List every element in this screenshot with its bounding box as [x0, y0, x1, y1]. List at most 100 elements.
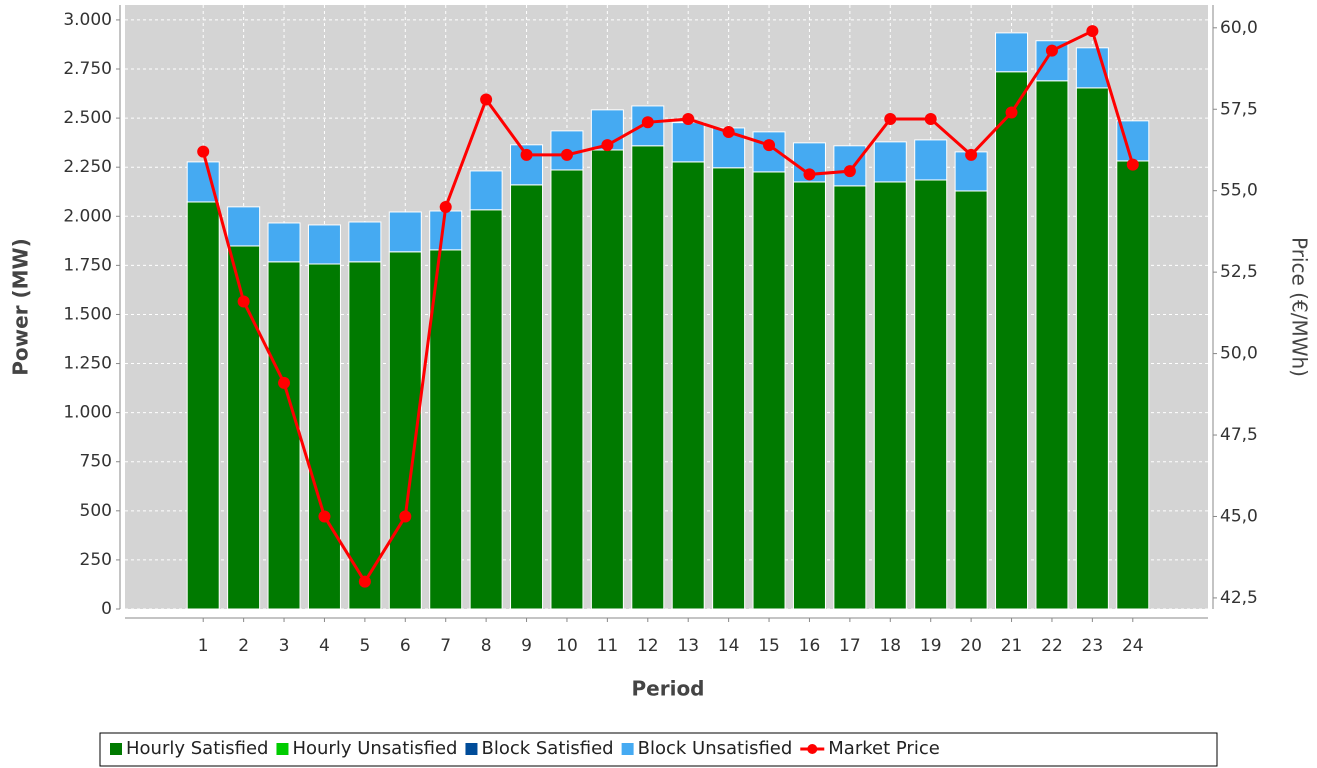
bar-segment	[1116, 160, 1150, 610]
price-marker	[641, 116, 654, 129]
bar-segment	[429, 249, 463, 610]
bar-segment	[914, 179, 948, 610]
legend-label: Market Price	[828, 738, 940, 759]
bar-segment	[307, 224, 341, 265]
y-tick-label: 250	[80, 550, 112, 570]
bar-segment	[307, 263, 341, 610]
legend-marker	[807, 744, 818, 754]
x-tick-label: 2	[238, 636, 249, 656]
x-tick-label: 4	[319, 636, 330, 656]
x-tick-label: 8	[481, 636, 492, 656]
bar-segment	[1116, 120, 1150, 162]
x-tick-label: 11	[597, 636, 619, 656]
legend-swatch	[276, 743, 289, 755]
y2-tick-label: 60,0	[1220, 18, 1258, 38]
bar-segment	[1075, 87, 1109, 610]
y-tick-label: 2.250	[63, 157, 112, 177]
x-tick-label: 6	[400, 636, 411, 656]
price-marker	[1086, 25, 1099, 38]
legend-box	[99, 732, 1218, 767]
bar-segment	[995, 71, 1029, 610]
x-tick-label: 3	[279, 636, 290, 656]
y2-axis-title: Price (€/MWh)	[1288, 237, 1312, 377]
bar-segment	[388, 211, 422, 253]
x-tick-label: 16	[799, 636, 821, 656]
y-tick-label: 750	[80, 452, 112, 472]
x-tick-label: 21	[1001, 636, 1023, 656]
x-tick-label: 17	[839, 636, 861, 656]
y-tick-label: 1.250	[63, 354, 112, 374]
price-marker	[318, 510, 331, 523]
x-tick-label: 7	[440, 636, 451, 656]
x-tick-label: 10	[556, 636, 578, 656]
price-marker	[601, 139, 614, 152]
y-tick-label: 2.000	[63, 206, 112, 226]
price-marker	[1005, 106, 1018, 119]
x-tick-label: 18	[879, 636, 901, 656]
x-tick-label: 5	[359, 636, 370, 656]
price-marker	[1126, 158, 1139, 171]
price-marker	[682, 113, 695, 126]
price-marker	[763, 139, 776, 152]
x-tick-label: 9	[521, 636, 532, 656]
bar-segment	[671, 122, 705, 163]
y-tick-label: 0	[101, 599, 112, 619]
bar-segment	[186, 201, 220, 610]
price-line	[201, 28, 1135, 585]
bar-segment	[671, 161, 705, 610]
x-tick-label: 23	[1082, 636, 1104, 656]
bar-segment	[590, 149, 624, 610]
price-marker	[843, 165, 856, 178]
y-tick-label: 3.000	[63, 10, 112, 30]
y2-tick-label: 42,5	[1220, 588, 1258, 608]
legend-label: Block Unsatisfied	[638, 738, 793, 759]
x-tick-label: 19	[920, 636, 942, 656]
price-marker	[480, 93, 493, 106]
legend-label: Hourly Unsatisfied	[292, 738, 457, 759]
y-tick-label: 1.750	[63, 255, 112, 275]
bar-segment	[873, 181, 907, 610]
price-marker	[358, 575, 371, 588]
price-marker	[197, 145, 210, 158]
bar-segment	[348, 221, 382, 263]
legend-label: Block Satisfied	[481, 738, 613, 759]
y2-tick-label: 57,5	[1220, 99, 1258, 119]
legend-label: Hourly Satisfied	[126, 738, 268, 759]
bar-segment	[712, 167, 746, 610]
bar-segment	[510, 184, 544, 610]
price-marker	[1045, 44, 1058, 57]
x-tick-label: 20	[960, 636, 982, 656]
bar-segment	[1035, 40, 1069, 82]
price-marker	[520, 148, 533, 161]
price-marker	[722, 126, 735, 139]
bar-segment	[469, 209, 503, 610]
bar-segment	[833, 185, 867, 610]
x-tick-label: 1	[198, 636, 209, 656]
price-marker	[237, 295, 250, 308]
price-marker	[884, 113, 897, 126]
x-tick-label: 22	[1041, 636, 1063, 656]
price-marker	[965, 148, 978, 161]
legend-swatch	[465, 743, 478, 755]
bar-segment	[995, 32, 1029, 73]
price-marker	[924, 113, 937, 126]
y-tick-label: 500	[80, 501, 112, 521]
price-marker	[560, 148, 573, 161]
price-marker	[278, 376, 291, 389]
price-marker	[803, 168, 816, 181]
x-tick-label: 24	[1122, 636, 1144, 656]
bar-segment	[873, 141, 907, 183]
bar-segment	[914, 139, 948, 181]
bar-segment	[752, 171, 786, 610]
bar-segment	[550, 169, 584, 610]
y2-tick-label: 52,5	[1220, 262, 1258, 282]
x-tick-label: 14	[718, 636, 740, 656]
bar-segment	[954, 190, 988, 610]
legend-swatch	[621, 743, 634, 755]
bar-segment	[267, 261, 301, 610]
y2-tick-label: 47,5	[1220, 425, 1258, 445]
y-axis-title: Power (MW)	[9, 238, 33, 376]
bar-segment	[631, 145, 665, 610]
y2-tick-label: 50,0	[1220, 344, 1258, 364]
